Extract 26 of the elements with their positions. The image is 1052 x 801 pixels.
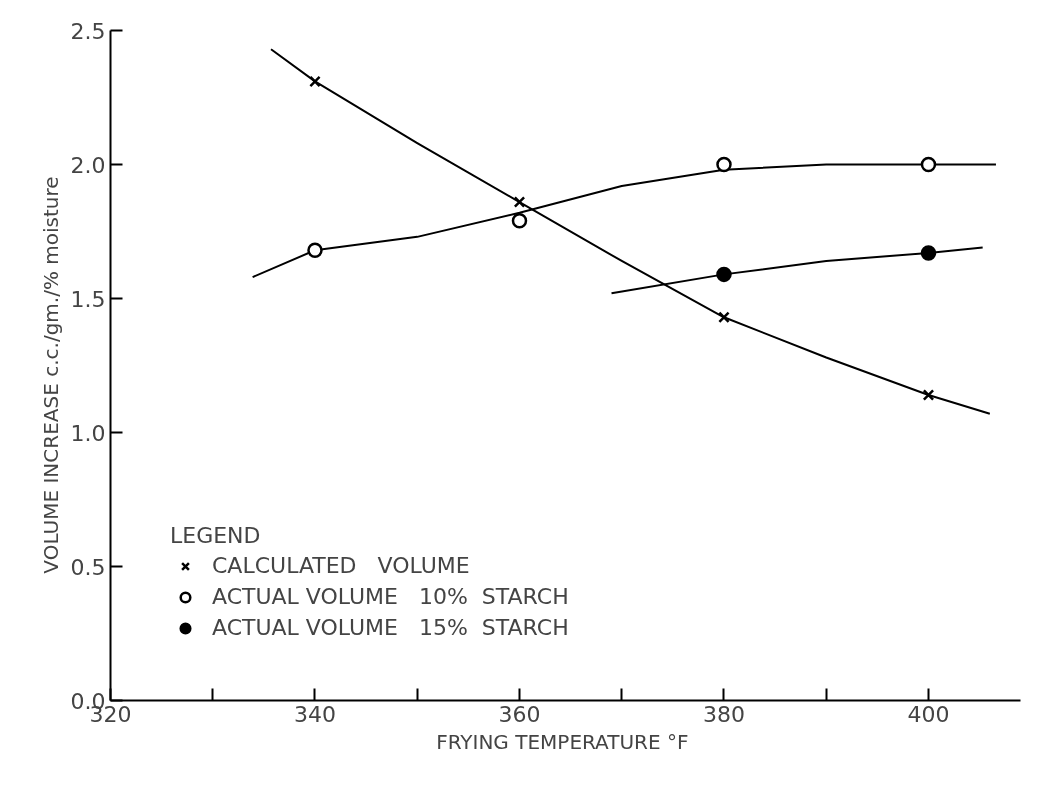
point xyxy=(920,245,937,261)
point xyxy=(307,242,323,258)
x-tick-label: 380 xyxy=(702,701,745,727)
y-tick-label: 2.0 xyxy=(70,152,106,178)
y-tick-label: 0.5 xyxy=(70,554,106,580)
point xyxy=(309,75,321,88)
point xyxy=(922,389,935,401)
x-tick-label: 340 xyxy=(294,701,336,727)
point xyxy=(716,156,732,173)
y-axis-title: VOLUME INCREASE c.c./gm./% moisture xyxy=(38,176,63,574)
x-tick-label: 400 xyxy=(907,701,950,727)
line-series xyxy=(610,246,984,295)
y-tick-label: 1.0 xyxy=(70,420,106,446)
y-tick-label: 1.5 xyxy=(70,286,106,312)
legend-title: LEGEND xyxy=(170,523,262,548)
point xyxy=(511,213,528,229)
point xyxy=(513,196,526,208)
legend-label: ACTUAL VOLUME 15% STARCH xyxy=(212,615,569,640)
point xyxy=(718,311,730,324)
legend-label: CALCULATED VOLUME xyxy=(212,553,470,578)
y-tick-label: 2.5 xyxy=(70,18,106,44)
point xyxy=(920,156,937,173)
x-tick-label: 360 xyxy=(498,701,541,727)
legend-label: ACTUAL VOLUME 10% STARCH xyxy=(212,584,569,609)
x-axis-title: FRYING TEMPERATURE °F xyxy=(436,729,689,754)
point xyxy=(716,266,732,283)
